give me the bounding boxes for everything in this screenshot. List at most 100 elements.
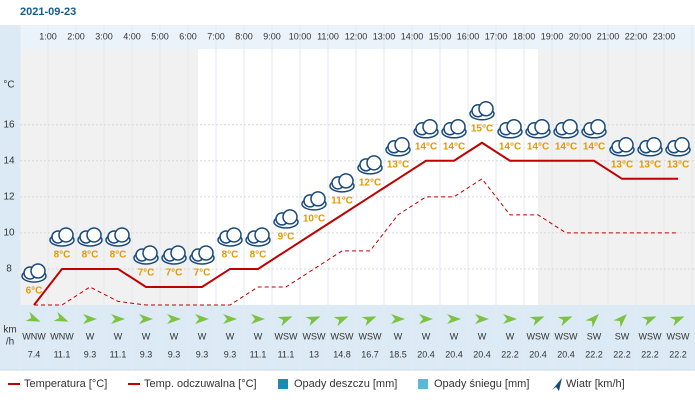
wind-direction: WSW	[303, 331, 326, 341]
cloud-part	[478, 100, 494, 117]
wind-direction: WSW	[331, 331, 354, 341]
wind-speed: 22.2	[501, 349, 519, 359]
wind-arrow	[53, 311, 69, 322]
cloud-part	[170, 245, 186, 261]
wind-unit: /h	[6, 337, 14, 348]
wind-arrow	[195, 314, 209, 324]
hour-label: 10:00	[289, 31, 312, 41]
wind-arrow	[557, 316, 573, 327]
wind-direction: W	[170, 331, 179, 341]
temp-label: 11°C	[331, 195, 353, 206]
cloud-icon	[469, 100, 495, 121]
wind-speed: 18.5	[389, 349, 407, 359]
hour-label: 7:00	[207, 31, 225, 41]
cloud-part	[198, 245, 214, 261]
temp-label: 14°C	[527, 141, 549, 152]
night-shade	[20, 49, 198, 305]
cloud-part	[86, 227, 102, 243]
wind-direction: W	[450, 331, 459, 341]
wind-speed: 11.1	[54, 349, 71, 359]
wind-arrow	[447, 314, 461, 324]
legend-swatch	[278, 379, 288, 389]
hour-label: 5:00	[151, 31, 169, 41]
hour-label: 19:00	[541, 31, 564, 41]
wind-direction: WSW	[359, 331, 382, 341]
cloud-part	[338, 173, 354, 189]
hour-label: 9:00	[263, 31, 281, 41]
wind-speed: 22.2	[669, 349, 687, 359]
hour-label: 18:00	[513, 31, 536, 41]
wind-direction: WSW	[667, 331, 690, 341]
y-tick-label: 14	[3, 155, 15, 166]
cloud-part	[366, 155, 382, 171]
wind-arrow	[251, 314, 265, 324]
temp-label: 15°C	[471, 123, 493, 134]
wind-arrow	[641, 316, 657, 327]
temp-label: 14°C	[443, 141, 465, 152]
cloud-icon	[441, 119, 467, 139]
hour-label: 4:00	[123, 31, 141, 41]
hour-label: 15:00	[429, 31, 452, 41]
cloud-part	[142, 245, 158, 261]
wind-speed: 20.4	[557, 349, 575, 359]
axis-strip	[0, 25, 20, 370]
wind-speed: 16.7	[361, 349, 379, 359]
temp-label: 7°C	[166, 268, 183, 279]
cloud-icon	[581, 119, 607, 139]
cloud-part	[226, 227, 242, 243]
cloud-icon	[105, 227, 131, 247]
wind-arrow	[139, 314, 153, 324]
temp-label: 14°C	[499, 141, 521, 152]
legend-label: Opady deszczu [mm]	[294, 378, 397, 390]
wind-speed: 20.4	[529, 349, 547, 359]
wind-direction: W	[478, 331, 487, 341]
wind-direction: WNW	[50, 331, 74, 341]
legend-swatch	[418, 379, 428, 389]
cloud-icon	[665, 137, 691, 157]
cloud-icon	[329, 173, 355, 193]
wind-speed: 22.2	[585, 349, 603, 359]
wind-arrow	[669, 316, 685, 327]
cloud-part	[254, 227, 270, 243]
wind-unit: km	[3, 325, 16, 336]
wind-arrow	[333, 316, 349, 327]
wind-direction: W	[198, 331, 207, 341]
wind-speed: 22.2	[613, 349, 631, 359]
cloud-part	[30, 263, 46, 279]
hour-label: 22:00	[625, 31, 648, 41]
wind-speed: 9.3	[224, 349, 237, 359]
wind-arrow	[277, 316, 293, 327]
wind-direction: W	[506, 331, 515, 341]
wind-arrow	[475, 314, 489, 324]
hour-label: 12:00	[345, 31, 368, 41]
hour-label: 23:00	[653, 31, 676, 41]
y-tick-label: 10	[3, 228, 15, 239]
wind-direction: SW	[615, 331, 630, 341]
temp-label: 13°C	[667, 159, 689, 170]
legend-label: Temperatura [°C]	[24, 378, 107, 390]
temp-label: 13°C	[387, 159, 409, 170]
cloud-icon	[301, 191, 327, 211]
temp-label: 8°C	[82, 250, 99, 261]
legend-label: Temp. odczuwalna [°C]	[144, 378, 257, 390]
temp-label: 12°C	[359, 177, 381, 188]
wind-speed: 9.3	[140, 349, 153, 359]
temp-label: 13°C	[611, 159, 633, 170]
cloud-part	[422, 119, 438, 135]
hour-label: 13:00	[373, 31, 396, 41]
wind-direction: WNW	[22, 331, 46, 341]
temp-label: 8°C	[54, 250, 71, 261]
legend-label: Wiatr [km/h]	[566, 378, 625, 390]
hour-label: 11:00	[317, 31, 339, 41]
wind-direction: WSW	[275, 331, 298, 341]
temp-label: 7°C	[194, 268, 211, 279]
wind-direction: W	[226, 331, 235, 341]
hour-label: 8:00	[235, 31, 253, 41]
hour-label: 20:00	[569, 31, 592, 41]
cloud-part	[114, 227, 130, 243]
hour-label: 6:00	[179, 31, 197, 41]
wind-arrow	[305, 316, 321, 327]
wind-arrow	[25, 311, 41, 322]
wind-speed: 11.1	[110, 349, 127, 359]
temp-label: 6°C	[26, 286, 43, 297]
